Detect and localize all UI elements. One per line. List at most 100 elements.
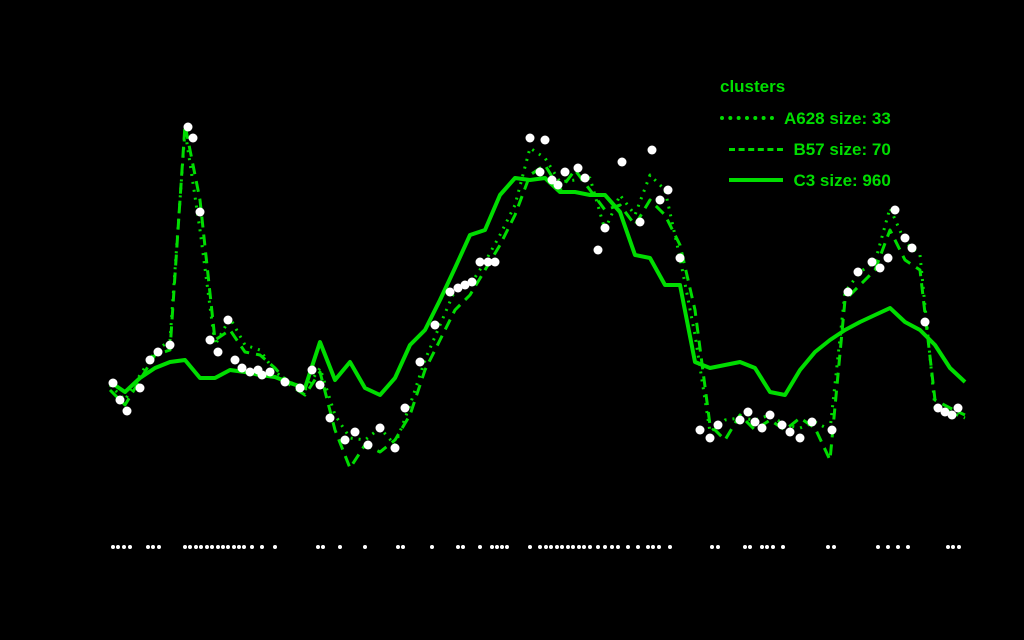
- scatter-point: [307, 365, 317, 375]
- scatter-point: [600, 223, 610, 233]
- rug-mark: [338, 545, 342, 549]
- scatter-point: [205, 335, 215, 345]
- rug-mark: [111, 545, 115, 549]
- rug-mark: [544, 545, 548, 549]
- legend-entry-label: C3 size: 960: [793, 170, 891, 190]
- scatter-point: [757, 423, 767, 433]
- rug-mark: [646, 545, 650, 549]
- rug-mark: [401, 545, 405, 549]
- rug-mark: [668, 545, 672, 549]
- rug-mark: [560, 545, 564, 549]
- rug-mark: [571, 545, 575, 549]
- scatter-point: [713, 420, 723, 430]
- legend-entry-a628: A628 size: 33: [720, 109, 891, 127]
- rug-mark: [616, 545, 620, 549]
- rug-mark: [157, 545, 161, 549]
- rug-mark: [549, 545, 553, 549]
- scatter-point: [188, 133, 198, 143]
- rug-mark: [500, 545, 504, 549]
- rug-mark: [242, 545, 246, 549]
- scatter-point: [257, 370, 267, 380]
- scatter-point: [475, 257, 485, 267]
- rug-mark: [221, 545, 225, 549]
- rug-mark: [555, 545, 559, 549]
- rug-mark: [876, 545, 880, 549]
- scatter-point: [695, 425, 705, 435]
- rug-mark: [146, 545, 150, 549]
- rug-mark: [716, 545, 720, 549]
- rug-mark: [478, 545, 482, 549]
- scatter-point: [350, 427, 360, 437]
- rug-mark: [588, 545, 592, 549]
- scatter-point: [135, 383, 145, 393]
- rug-mark: [636, 545, 640, 549]
- rug-mark: [396, 545, 400, 549]
- rug-mark: [216, 545, 220, 549]
- scatter-point: [237, 363, 247, 373]
- scatter-point: [920, 317, 930, 327]
- rug-mark: [906, 545, 910, 549]
- scatter-point: [467, 277, 477, 287]
- scatter-point: [883, 253, 893, 263]
- rug-mark: [461, 545, 465, 549]
- scatter-point: [400, 403, 410, 413]
- scatter-point: [122, 406, 132, 416]
- rug-mark: [826, 545, 830, 549]
- scatter-point: [415, 357, 425, 367]
- rug-mark: [456, 545, 460, 549]
- solid-line-sample-icon: [729, 178, 784, 182]
- rug-mark: [321, 545, 325, 549]
- scatter-point: [843, 287, 853, 297]
- rug-mark: [765, 545, 769, 549]
- scatter-point: [165, 340, 175, 350]
- scatter-point: [807, 417, 817, 427]
- scatter-point: [490, 257, 500, 267]
- rug-mark: [363, 545, 367, 549]
- chart-legend: clusters A628 size: 33 B57 size: 70 C3 s…: [720, 78, 891, 202]
- scatter-point: [933, 403, 943, 413]
- rug-mark: [832, 545, 836, 549]
- scatter-point: [453, 283, 463, 293]
- scatter-point: [617, 157, 627, 167]
- scatter-point: [245, 367, 255, 377]
- rug-mark: [771, 545, 775, 549]
- scatter-point: [900, 233, 910, 243]
- rug-mark: [528, 545, 532, 549]
- scatter-point: [265, 367, 275, 377]
- rug-mark: [194, 545, 198, 549]
- rug-mark: [781, 545, 785, 549]
- dashed-line-sample-icon: [729, 147, 784, 151]
- scatter-point: [230, 355, 240, 365]
- rug-mark: [495, 545, 499, 549]
- scatter-point: [635, 217, 645, 227]
- scatter-point: [430, 320, 440, 330]
- rug-mark: [273, 545, 277, 549]
- scatter-point: [735, 415, 745, 425]
- scatter-point: [280, 377, 290, 387]
- scatter-point: [547, 175, 557, 185]
- scatter-point: [535, 167, 545, 177]
- rug-mark: [260, 545, 264, 549]
- scatter-point: [483, 257, 493, 267]
- legend-entry-b57: B57 size: 70: [720, 140, 891, 158]
- rug-mark: [886, 545, 890, 549]
- scatter-point: [553, 180, 563, 190]
- rug-mark: [896, 545, 900, 549]
- scatter-point: [213, 347, 223, 357]
- rug-mark: [603, 545, 607, 549]
- scatter-point: [340, 435, 350, 445]
- scatter-point: [875, 263, 885, 273]
- rug-mark: [760, 545, 764, 549]
- scatter-point: [153, 347, 163, 357]
- rug-mark: [199, 545, 203, 549]
- rug-mark: [957, 545, 961, 549]
- dotted-line-sample-icon: [720, 116, 774, 120]
- scatter-point: [108, 378, 118, 388]
- scatter-point: [907, 243, 917, 253]
- scatter-point: [195, 207, 205, 217]
- scatter-point: [867, 257, 877, 267]
- legend-title: clusters: [720, 77, 786, 96]
- scatter-point: [663, 185, 673, 195]
